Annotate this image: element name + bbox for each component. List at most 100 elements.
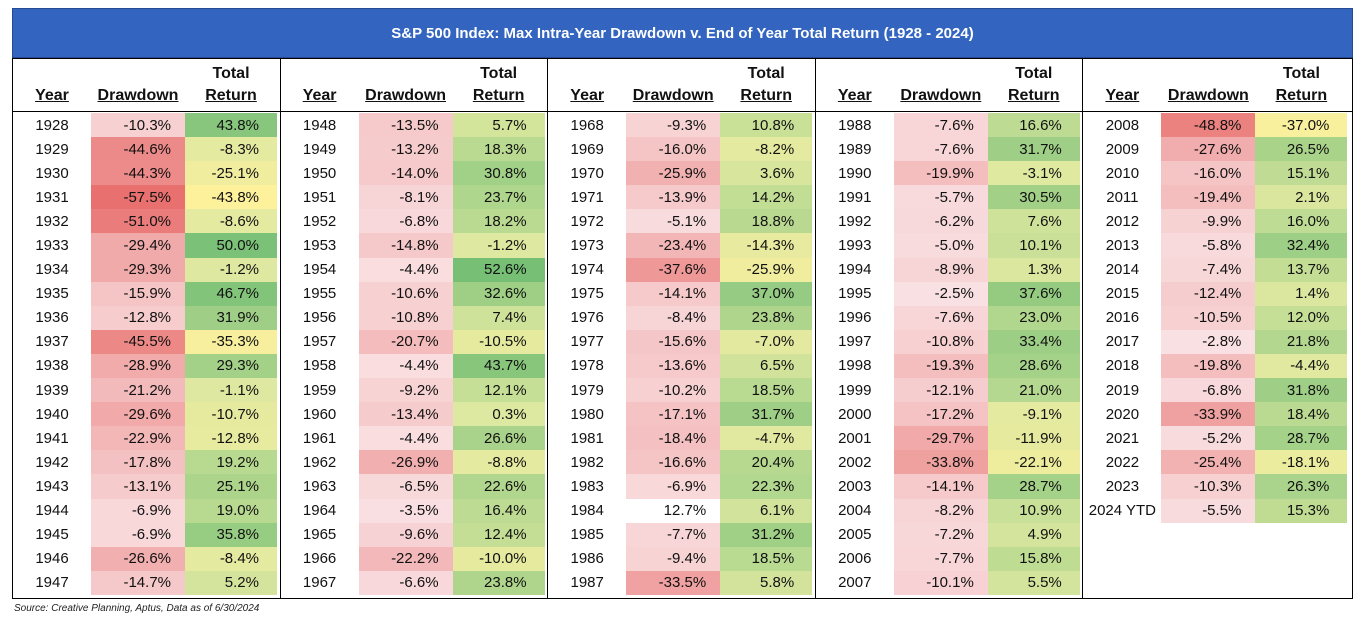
total-return-cell: -14.3%	[720, 233, 813, 258]
drawdown-cell: -29.3%	[91, 257, 185, 282]
header-year-label: Year	[837, 87, 872, 104]
table-row: 1997 -10.8% 33.4%	[816, 329, 1083, 354]
total-return-cell: 10.1%	[987, 233, 1080, 258]
drawdown-cell: -15.9%	[91, 281, 185, 306]
year-cell: 1945	[35, 526, 69, 544]
header-drawdown-label: Drawdown	[900, 87, 982, 104]
year-cell: 2002	[838, 453, 872, 471]
header-drawdown: Drawdown	[359, 59, 453, 111]
table-row: 1968 -9.3% 10.8%	[548, 113, 815, 138]
total-return-cell: -9.1%	[987, 402, 1080, 427]
header-drawdown: Drawdown	[91, 59, 185, 111]
drawdown-cell: -7.4%	[1161, 257, 1256, 282]
year-cell: 1972	[570, 212, 604, 230]
table-row: 1989 -7.6% 31.7%	[816, 137, 1083, 162]
drawdown-cell: -3.5%	[358, 498, 453, 523]
drawdown-cell: -13.2%	[358, 137, 453, 162]
drawdown-cell: -9.3%	[626, 113, 721, 138]
header-total-return: Total Return	[720, 59, 812, 111]
header-total-return: Total Return	[453, 59, 545, 111]
total-return-cell: 23.7%	[452, 185, 545, 210]
drawdown-cell: -7.2%	[893, 522, 988, 547]
drawdown-cell: -25.4%	[1161, 450, 1256, 475]
drawdown-cell: -6.5%	[358, 474, 453, 499]
total-return-cell: 31.2%	[720, 522, 813, 547]
table-body: 1928 -10.3% 43.8% 1929 -44.6% -8.3% 1930 -44.3%…	[13, 112, 280, 595]
table-row: 1937 -45.5% -35.3%	[13, 329, 280, 354]
drawdown-cell: -57.5%	[91, 185, 185, 210]
drawdown-cell: -8.1%	[358, 185, 453, 210]
header-drawdown-label: Drawdown	[1167, 87, 1249, 104]
total-return-cell: 31.9%	[185, 305, 277, 330]
drawdown-cell: -10.6%	[358, 281, 453, 306]
total-return-cell: -1.2%	[185, 257, 277, 282]
header-drawdown-label: Drawdown	[97, 87, 179, 104]
table-row: 2018 -19.8% -4.4%	[1083, 353, 1352, 379]
total-return-cell: 18.5%	[720, 378, 813, 403]
year-cell: 1980	[570, 405, 604, 423]
table-row: 1957 -20.7% -10.5%	[281, 329, 548, 354]
year-cell: 1975	[570, 285, 604, 303]
drawdown-cell: -33.9%	[1161, 402, 1256, 427]
drawdown-cell: -5.7%	[893, 185, 988, 210]
year-cell: 1952	[302, 212, 337, 230]
year-cell: 1947	[35, 574, 69, 592]
column-header-row: Year Drawdown Total Return	[280, 59, 548, 112]
year-cell: 2015	[1105, 285, 1140, 303]
table-row: 1970 -25.9% 3.6%	[548, 161, 815, 186]
table-row: 1938 -28.9% 29.3%	[13, 353, 280, 379]
drawdown-cell: 12.7%	[626, 498, 721, 523]
table-row: 1975 -14.1% 37.0%	[548, 281, 815, 306]
total-return-cell: 43.7%	[452, 353, 545, 379]
year-cell: 1981	[570, 429, 604, 447]
total-return-cell: -4.7%	[720, 426, 813, 451]
table-row: 1944 -6.9% 19.0%	[13, 498, 280, 523]
total-return-cell: 18.5%	[720, 546, 813, 571]
table-row: 1934 -29.3% -1.2%	[13, 257, 280, 282]
table-row: 1951 -8.1% 23.7%	[281, 185, 548, 210]
table-row: 2022 -25.4% -18.1%	[1083, 450, 1352, 475]
total-return-cell: 19.2%	[185, 450, 277, 475]
year-cell: 1948	[302, 116, 337, 134]
drawdown-cell: -13.9%	[626, 185, 721, 210]
year-cell: 1996	[838, 309, 872, 327]
header-total-return: Total Return	[185, 59, 277, 111]
table-body: 1948 -13.5% 5.7% 1949 -13.2% 18.3% 1950 -14.0% 3…	[281, 112, 548, 595]
total-return-cell: 52.6%	[452, 257, 545, 282]
drawdown-cell: -6.9%	[626, 474, 721, 499]
year-cell: 2008	[1105, 116, 1140, 134]
year-cell: 1951	[302, 188, 337, 206]
table-row: 1936 -12.8% 31.9%	[13, 305, 280, 330]
drawdown-cell: -10.5%	[1161, 305, 1256, 330]
total-return-cell: 23.0%	[987, 305, 1080, 330]
year-cell: 1959	[302, 381, 337, 399]
total-return-cell: 6.5%	[720, 353, 813, 379]
header-total-return-label: Total Return	[472, 65, 525, 104]
table-row: 1994 -8.9% 1.3%	[816, 257, 1083, 282]
drawdown-cell: -10.8%	[358, 305, 453, 330]
drawdown-cell: -22.2%	[358, 546, 453, 571]
year-cell: 2004	[838, 502, 872, 520]
total-return-cell: 15.1%	[1255, 161, 1348, 186]
year-cell: 2024 YTD	[1088, 502, 1156, 520]
table-section: Year Drawdown Total Return 1968 -9.3% 10.8% 196…	[548, 59, 816, 598]
year-cell: 1943	[35, 477, 69, 495]
drawdown-cell: -4.4%	[358, 353, 453, 379]
drawdown-cell: -48.8%	[1161, 113, 1256, 138]
year-cell: 2023	[1105, 477, 1140, 495]
total-return-cell: 14.2%	[720, 185, 813, 210]
table-row: 1971 -13.9% 14.2%	[548, 185, 815, 210]
total-return-cell: -11.9%	[987, 426, 1080, 451]
source-note: Source: Creative Planning, Aptus, Data a…	[14, 603, 260, 614]
total-return-cell: 10.9%	[987, 498, 1080, 523]
total-return-cell: 12.0%	[1255, 305, 1348, 330]
table-row: 1963 -6.5% 22.6%	[281, 474, 548, 499]
drawdown-cell: -19.3%	[893, 353, 988, 379]
drawdown-cell: -29.7%	[893, 426, 988, 451]
drawdown-cell: -9.2%	[358, 378, 453, 403]
year-cell: 1994	[838, 261, 872, 279]
year-cell: 2003	[838, 477, 872, 495]
drawdown-cell: -8.2%	[893, 498, 988, 523]
drawdown-cell: -29.6%	[91, 402, 185, 427]
total-return-cell: 26.3%	[1255, 474, 1348, 499]
